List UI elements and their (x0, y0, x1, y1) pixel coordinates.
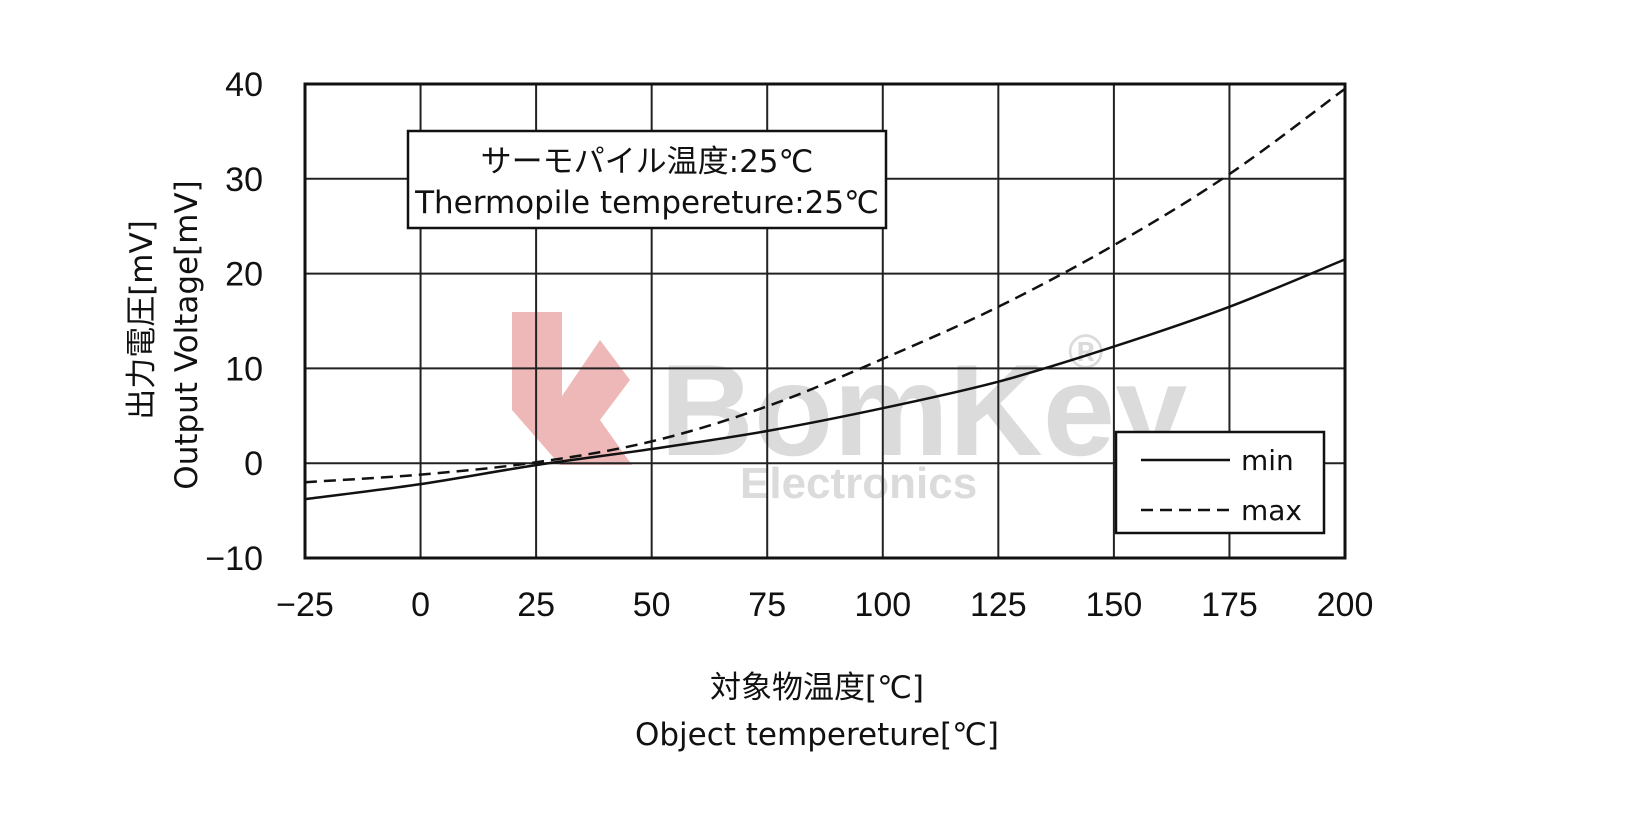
y-tick-label: 30 (225, 161, 263, 199)
y-axis-title-jp: 出力電圧[mV] (124, 220, 160, 420)
x-axis-title-en: Object tempereture[℃] (635, 717, 999, 753)
plot-frame (303, 82, 1347, 560)
legend-min-label: min (1241, 444, 1294, 477)
x-tick-label: 50 (633, 586, 671, 624)
x-tick-label: 75 (748, 586, 786, 624)
x-tick-label: 175 (1201, 586, 1258, 624)
watermark-brand: BomKey (660, 337, 1187, 483)
y-tick-label: 0 (244, 445, 263, 483)
legend: min max (1114, 430, 1326, 535)
y-tick-label: 20 (225, 256, 263, 294)
watermark: BomKey Electronics ® (512, 312, 1187, 508)
x-tick-label: 0 (411, 586, 430, 624)
x-tick-label: 100 (854, 586, 911, 624)
y-tick-label: 10 (225, 350, 263, 388)
annotation-line-jp: サーモパイル温度:25℃ (481, 144, 814, 180)
annotation-box: サーモパイル温度:25℃ Thermopile tempereture:25℃ (406, 129, 888, 230)
x-tick-label: −25 (276, 586, 334, 624)
watermark-logo-icon (512, 312, 632, 465)
y-tick-label: 40 (225, 66, 263, 104)
series-layer (304, 87, 1346, 501)
x-tick-labels: −25 0 25 50 75 100 125 150 175 200 (276, 586, 1373, 624)
x-tick-label: 125 (970, 586, 1027, 624)
y-tick-label: −10 (205, 540, 263, 578)
x-tick-label: 25 (517, 586, 555, 624)
legend-max-label: max (1241, 494, 1302, 527)
series-line-min (304, 258, 1346, 501)
y-axis-title-en: Output Voltage[mV] (169, 180, 205, 489)
x-tick-label: 150 (1086, 586, 1143, 624)
y-tick-labels: −10 0 10 20 30 40 (205, 66, 263, 578)
series-line-max (304, 87, 1346, 484)
watermark-subtitle: Electronics (740, 459, 977, 508)
x-tick-label: 200 (1317, 586, 1374, 624)
x-axis-title-jp: 対象物温度[℃] (710, 670, 924, 706)
annotation-line-en: Thermopile tempereture:25℃ (414, 185, 879, 221)
